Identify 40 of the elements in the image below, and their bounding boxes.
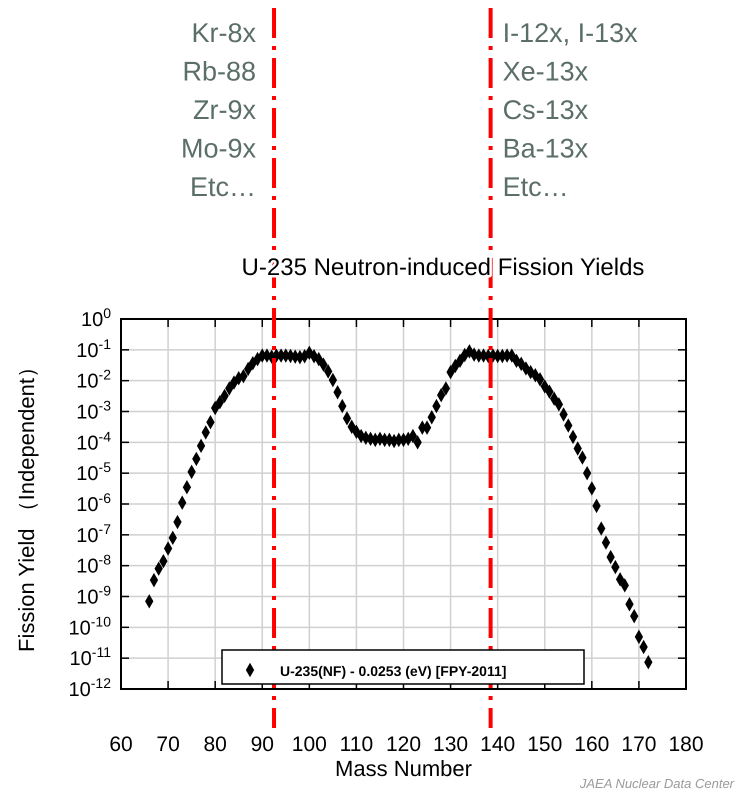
- text: Etc…: [190, 172, 256, 202]
- x-tick-label: 70: [156, 733, 180, 756]
- x-tick-label: 130: [433, 733, 468, 756]
- y-tick-label: 10$^{-3}$: [76, 398, 112, 424]
- y-tick-label: 10$^{0}$: [80, 305, 112, 331]
- x-tick-label: 180: [668, 733, 704, 756]
- text: Xe-13x: [502, 56, 589, 86]
- text: I-12x, I-13x: [502, 18, 638, 48]
- x-tick-label: 90: [250, 733, 274, 756]
- y-tick-label: 10$^{-10}$: [68, 613, 112, 640]
- x-tick-label: 100: [292, 733, 327, 756]
- x-axis-title: Mass Number: [335, 756, 472, 781]
- y-tick-label: 10$^{-8}$: [76, 552, 112, 578]
- legend-label: U-235(NF) - 0.0253 (eV) [FPY-2011]: [280, 663, 506, 679]
- x-tick-label: 120: [386, 733, 422, 756]
- y-tick-label: 10$^{-4}$: [76, 428, 112, 454]
- text: Zr-9x: [193, 95, 257, 125]
- y-tick-label: 10$^{-5}$: [76, 459, 112, 486]
- x-tick-label: 140: [480, 733, 516, 756]
- x-tick-label: 110: [340, 733, 374, 756]
- y-tick-label: 10$^{-11}$: [70, 644, 112, 670]
- x-tick-label: 80: [203, 733, 227, 756]
- y-tick-label: 10$^{-7}$: [76, 520, 112, 547]
- y-tick-label: 10$^{-1}$: [76, 336, 112, 362]
- text: Cs-13x: [502, 95, 589, 125]
- x-tick-label: 150: [527, 733, 562, 756]
- x-tick-label: 160: [574, 733, 610, 756]
- y-tick-label: 10$^{-12}$: [68, 675, 112, 701]
- x-tick-label: 170: [621, 733, 656, 756]
- text: Rb-88: [182, 56, 256, 86]
- x-tick-label: 60: [109, 733, 133, 756]
- y-tick-label: 10$^{-9}$: [76, 582, 112, 608]
- y-tick-label: 10$^{-6}$: [76, 490, 112, 516]
- y-axis-title: Fission Yield （Independent）: [14, 356, 39, 652]
- y-tick-label: 10$^{-2}$: [76, 366, 112, 393]
- text: Kr-8x: [192, 18, 257, 48]
- text: Etc…: [502, 172, 569, 202]
- text: JAEA Nuclear Data Center: [578, 776, 735, 791]
- text: Mo-9x: [181, 134, 257, 164]
- text: Ba-13x: [502, 134, 589, 164]
